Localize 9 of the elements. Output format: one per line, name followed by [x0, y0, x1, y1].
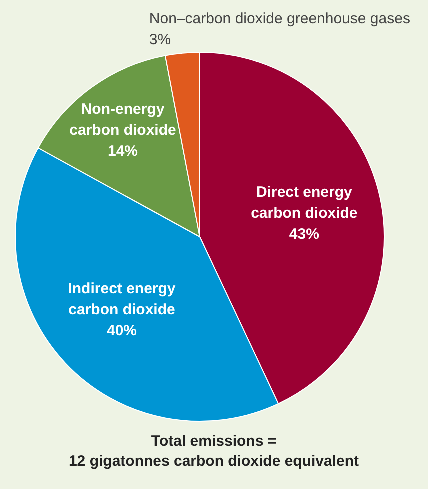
data-label: 3%: [149, 32, 172, 49]
data-label: 40%: [106, 322, 138, 340]
slice-label: Direct energy carbon dioxide: [251, 184, 358, 222]
slice-label: Non-energy carbon dioxide: [70, 101, 176, 140]
slice-label: Non–carbon dioxide greenhouse gases: [149, 10, 410, 28]
data-label: 43%: [289, 226, 320, 243]
slice-label: Indirect energy carbon dioxide: [68, 280, 176, 318]
text: Total emissions = 12 gigatonnes carbon dioxide equivalent: [68, 432, 360, 472]
data-label: 14%: [108, 143, 138, 160]
